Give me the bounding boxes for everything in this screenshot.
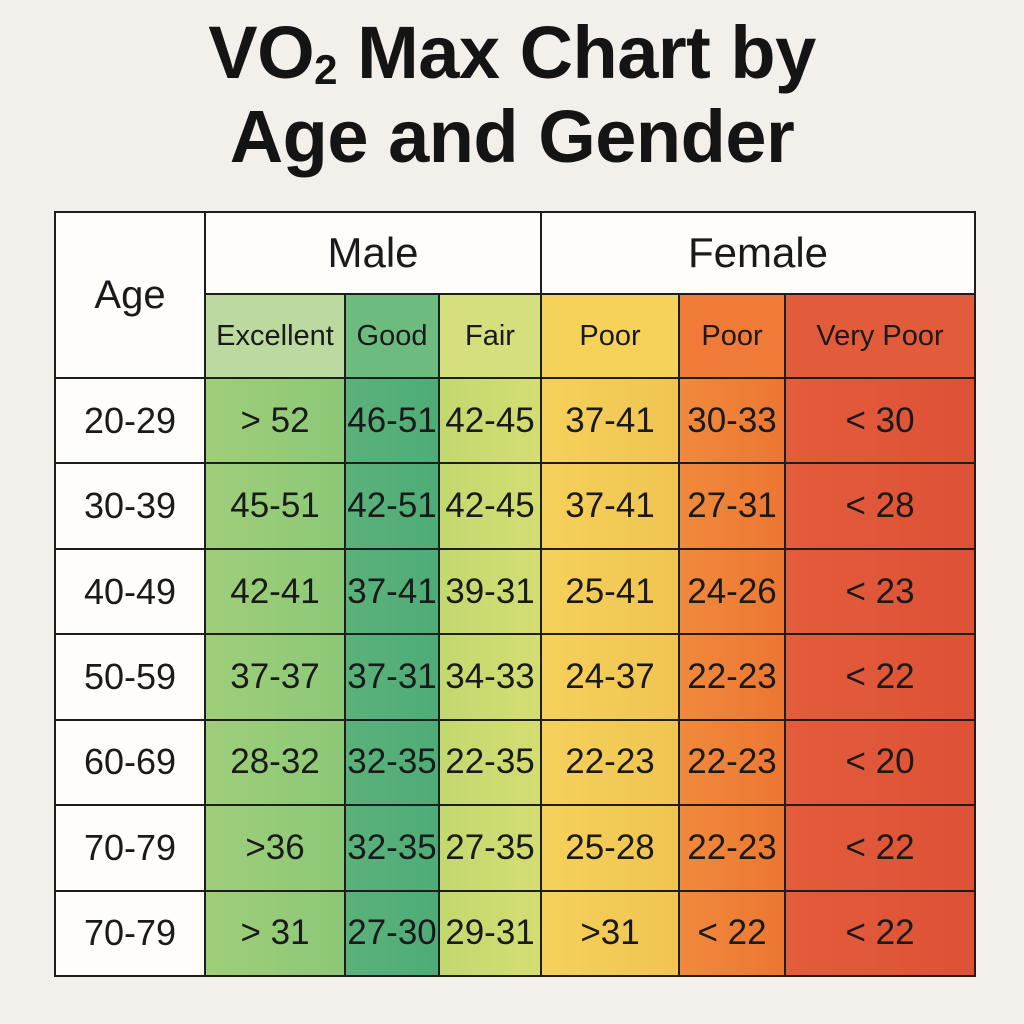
value-cell-poor-1: 37-41 xyxy=(540,462,680,550)
value-cell-poor-2: 24-26 xyxy=(678,547,786,636)
category-poor-2: Poor xyxy=(678,293,786,379)
female-group-header: Female xyxy=(539,211,977,295)
value-cell-good: 37-31 xyxy=(344,633,440,721)
value-cell-fair: 42-45 xyxy=(438,376,542,465)
group-header-row: Age Male Female xyxy=(54,211,977,379)
value-cell-poor-1: 25-28 xyxy=(540,804,680,892)
value-cell-poor-2: 27-31 xyxy=(678,462,786,550)
value-cell-poor-2: 22-23 xyxy=(678,718,786,807)
vo2-max-table: Age Male Female Excellent Good Fair Poor… xyxy=(54,211,977,978)
age-cell: 50-59 xyxy=(54,633,206,721)
table-row: 70-79 > 31 27-30 29-31 >31 < 22 < 22 xyxy=(54,889,977,978)
value-cell-excellent: 45-51 xyxy=(204,462,346,550)
table-row: 50-59 37-37 37-31 34-33 24-37 22-23 < 22 xyxy=(54,633,977,721)
value-cell-excellent: 37-37 xyxy=(204,633,346,721)
value-cell-excellent: 28-32 xyxy=(204,718,346,807)
value-cell-poor-1: 22-23 xyxy=(540,718,680,807)
value-cell-good: 32-35 xyxy=(344,718,440,807)
title-line-1: VO2 Max Chart by xyxy=(208,11,816,94)
value-cell-good: 42-51 xyxy=(344,462,440,550)
value-cell-excellent: >36 xyxy=(204,804,346,892)
age-cell: 20-29 xyxy=(54,376,206,465)
value-cell-very-poor: < 22 xyxy=(783,889,977,978)
value-cell-very-poor: < 23 xyxy=(783,547,977,636)
table-row: 30-39 45-51 42-51 42-45 37-41 27-31 < 28 xyxy=(54,462,977,550)
value-cell-very-poor: < 22 xyxy=(783,804,977,892)
category-good: Good xyxy=(344,293,440,379)
value-cell-good: 32-35 xyxy=(344,804,440,892)
value-cell-excellent: > 31 xyxy=(204,889,346,978)
value-cell-poor-2: 22-23 xyxy=(678,633,786,721)
value-cell-poor-1: 24-37 xyxy=(540,633,680,721)
value-cell-poor-1: 37-41 xyxy=(540,376,680,465)
title-line-2: Age and Gender xyxy=(229,95,795,178)
table-body: 20-29 > 52 46-51 42-45 37-41 30-33 < 30 30-39 45… xyxy=(54,376,977,978)
value-cell-fair: 39-31 xyxy=(438,547,542,636)
age-column-header: Age xyxy=(54,211,206,379)
value-cell-very-poor: < 20 xyxy=(783,718,977,807)
table-row: 20-29 > 52 46-51 42-45 37-41 30-33 < 30 xyxy=(54,376,977,465)
table-row: 40-49 42-41 37-41 39-31 25-41 24-26 < 23 xyxy=(54,547,977,636)
value-cell-fair: 29-31 xyxy=(438,889,542,978)
value-cell-very-poor: < 28 xyxy=(783,462,977,550)
value-cell-good: 46-51 xyxy=(344,376,440,465)
value-cell-excellent: 42-41 xyxy=(204,547,346,636)
age-cell: 70-79 xyxy=(54,889,206,978)
age-cell: 30-39 xyxy=(54,462,206,550)
value-cell-fair: 42-45 xyxy=(438,462,542,550)
value-cell-poor-2: < 22 xyxy=(678,889,786,978)
value-cell-fair: 27-35 xyxy=(438,804,542,892)
value-cell-good: 27-30 xyxy=(344,889,440,978)
value-cell-very-poor: < 22 xyxy=(783,633,977,721)
male-group-header: Male xyxy=(204,211,542,295)
category-poor-1: Poor xyxy=(540,293,680,379)
category-excellent: Excellent xyxy=(204,293,346,379)
value-cell-poor-1: >31 xyxy=(540,889,680,978)
chart-title: VO2 Max Chart by Age and Gender xyxy=(0,10,1024,180)
table-row: 60-69 28-32 32-35 22-35 22-23 22-23 < 20 xyxy=(54,718,977,807)
value-cell-very-poor: < 30 xyxy=(783,376,977,465)
value-cell-poor-1: 25-41 xyxy=(540,547,680,636)
value-cell-poor-2: 22-23 xyxy=(678,804,786,892)
age-cell: 60-69 xyxy=(54,718,206,807)
table-row: 70-79 >36 32-35 27-35 25-28 22-23 < 22 xyxy=(54,804,977,892)
category-very-poor: Very Poor xyxy=(783,293,977,379)
value-cell-good: 37-41 xyxy=(344,547,440,636)
value-cell-fair: 34-33 xyxy=(438,633,542,721)
category-fair: Fair xyxy=(438,293,542,379)
value-cell-excellent: > 52 xyxy=(204,376,346,465)
category-header-row: Excellent Good Fair Poor Poor Very Poor xyxy=(55,293,977,379)
age-cell: 40-49 xyxy=(54,547,206,636)
age-cell: 70-79 xyxy=(54,804,206,892)
value-cell-poor-2: 30-33 xyxy=(678,376,786,465)
value-cell-fair: 22-35 xyxy=(438,718,542,807)
